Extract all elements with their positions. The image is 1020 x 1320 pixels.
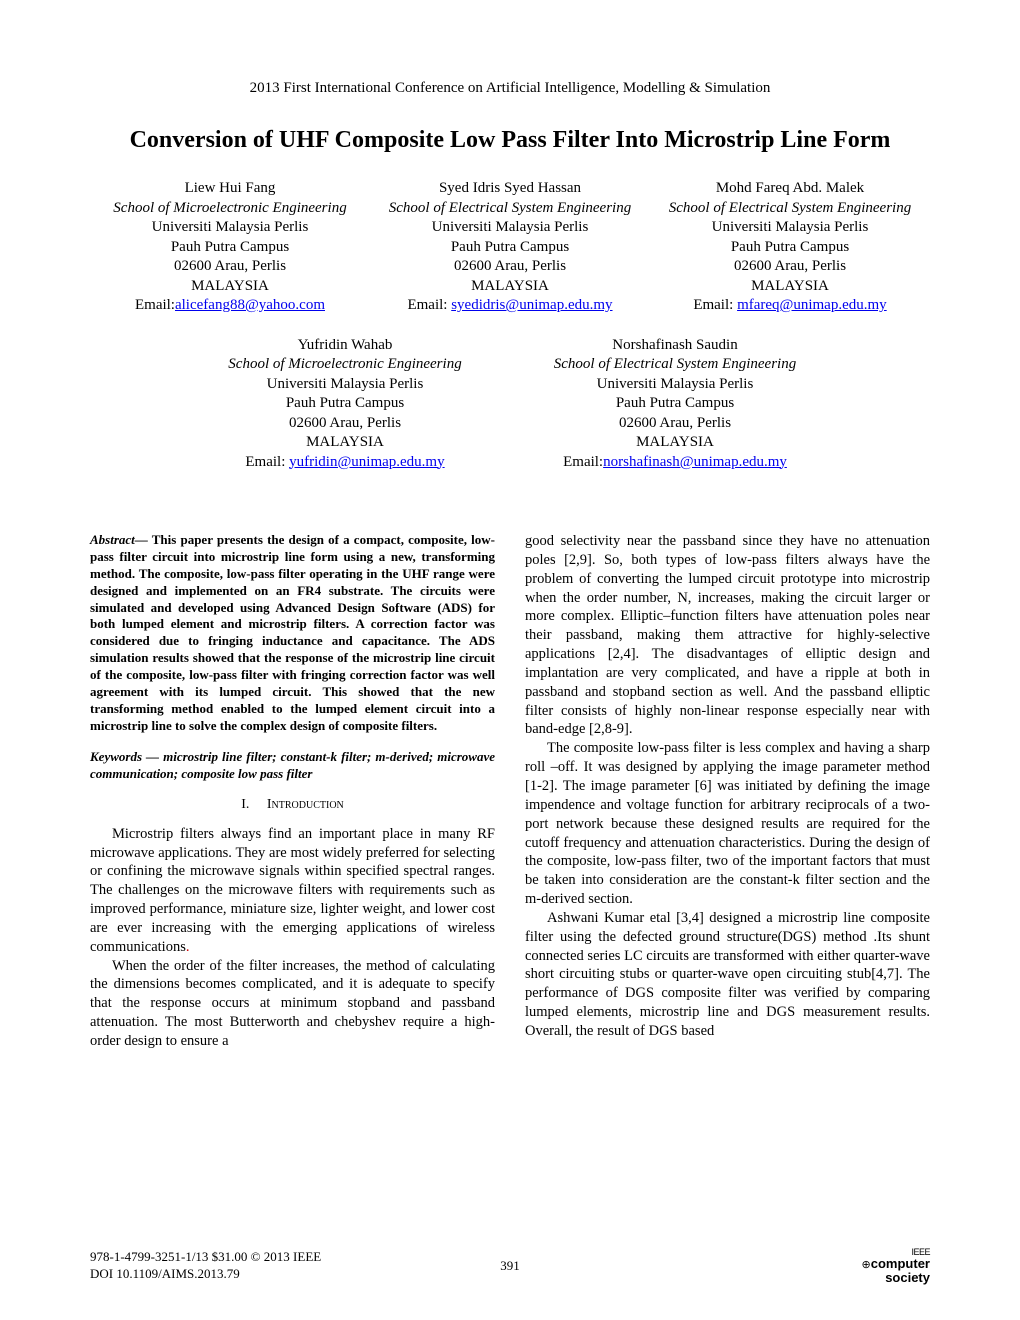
- page-footer: 978-1-4799-3251-1/13 $31.00 © 2013 IEEE …: [90, 1248, 930, 1284]
- email-link[interactable]: yufridin@unimap.edu.my: [289, 454, 444, 470]
- author-name: Liew Hui Fang: [90, 179, 370, 199]
- author-email-line: Email: mfareq@unimap.edu.my: [650, 296, 930, 316]
- paragraph-1: Microstrip filters always find an import…: [90, 825, 495, 957]
- author-1: Liew Hui Fang School of Microelectronic …: [90, 179, 370, 316]
- author-name: Mohd Fareq Abd. Malek: [650, 179, 930, 199]
- author-campus: Pauh Putra Campus: [650, 238, 930, 258]
- author-address: 02600 Arau, Perlis: [510, 414, 840, 434]
- abstract-text: — This paper presents the design of a co…: [90, 532, 495, 733]
- email-link[interactable]: mfareq@unimap.edu.my: [737, 297, 887, 313]
- author-school: School of Electrical System Engineering: [650, 199, 930, 219]
- paragraph-4: The composite low-pass filter is less co…: [525, 739, 930, 909]
- authors-row-1: Liew Hui Fang School of Microelectronic …: [90, 179, 930, 316]
- left-column: Abstract— This paper presents the design…: [90, 532, 495, 1051]
- author-address: 02600 Arau, Perlis: [650, 257, 930, 277]
- email-link[interactable]: norshafinash@unimap.edu.my: [603, 454, 787, 470]
- section-name: Introduction: [267, 797, 344, 812]
- author-school: School of Electrical System Engineering: [370, 199, 650, 219]
- author-country: MALAYSIA: [180, 433, 510, 453]
- author-address: 02600 Arau, Perlis: [90, 257, 370, 277]
- author-name: Yufridin Wahab: [180, 336, 510, 356]
- author-4: Yufridin Wahab School of Microelectronic…: [180, 336, 510, 473]
- author-school: School of Electrical System Engineering: [510, 355, 840, 375]
- author-university: Universiti Malaysia Perlis: [370, 218, 650, 238]
- author-email-line: Email: yufridin@unimap.edu.my: [180, 453, 510, 473]
- authors-row-2: Yufridin Wahab School of Microelectronic…: [90, 336, 930, 473]
- author-country: MALAYSIA: [370, 277, 650, 297]
- author-university: Universiti Malaysia Perlis: [510, 375, 840, 395]
- author-country: MALAYSIA: [510, 433, 840, 453]
- red-period: .: [186, 939, 190, 955]
- email-link[interactable]: syedidris@unimap.edu.my: [451, 297, 612, 313]
- paragraph-5: Ashwani Kumar etal [3,4] designed a micr…: [525, 909, 930, 1041]
- author-email-line: Email:norshafinash@unimap.edu.my: [510, 453, 840, 473]
- author-country: MALAYSIA: [90, 277, 370, 297]
- abstract-label: Abstract: [90, 532, 135, 547]
- author-email-line: Email: syedidris@unimap.edu.my: [370, 296, 650, 316]
- author-campus: Pauh Putra Campus: [90, 238, 370, 258]
- author-campus: Pauh Putra Campus: [510, 394, 840, 414]
- author-name: Norshafinash Saudin: [510, 336, 840, 356]
- keywords: Keywords — microstrip line filter; const…: [90, 749, 495, 783]
- footer-left: 978-1-4799-3251-1/13 $31.00 © 2013 IEEE …: [90, 1249, 321, 1283]
- author-university: Universiti Malaysia Perlis: [90, 218, 370, 238]
- paragraph-2: When the order of the filter increases, …: [90, 957, 495, 1051]
- ieee-logo: IEEE ⊕computer society: [862, 1248, 930, 1284]
- author-address: 02600 Arau, Perlis: [370, 257, 650, 277]
- cs-text: ⊕computer: [862, 1257, 930, 1271]
- doi-line: DOI 10.1109/AIMS.2013.79: [90, 1266, 321, 1283]
- author-2: Syed Idris Syed Hassan School of Electri…: [370, 179, 650, 316]
- abstract: Abstract— This paper presents the design…: [90, 532, 495, 735]
- author-country: MALAYSIA: [650, 277, 930, 297]
- section-heading-1: I. Introduction: [90, 796, 495, 814]
- isbn-line: 978-1-4799-3251-1/13 $31.00 © 2013 IEEE: [90, 1249, 321, 1266]
- author-5: Norshafinash Saudin School of Electrical…: [510, 336, 840, 473]
- author-school: School of Microelectronic Engineering: [90, 199, 370, 219]
- page-number: 391: [500, 1258, 520, 1274]
- author-school: School of Microelectronic Engineering: [180, 355, 510, 375]
- author-university: Universiti Malaysia Perlis: [650, 218, 930, 238]
- author-3: Mohd Fareq Abd. Malek School of Electric…: [650, 179, 930, 316]
- author-email-line: Email:alicefang88@yahoo.com: [90, 296, 370, 316]
- conference-header: 2013 First International Conference on A…: [90, 80, 930, 97]
- author-campus: Pauh Putra Campus: [180, 394, 510, 414]
- society-text: society: [862, 1271, 930, 1284]
- author-university: Universiti Malaysia Perlis: [180, 375, 510, 395]
- keywords-label: Keywords —: [90, 749, 163, 764]
- author-campus: Pauh Putra Campus: [370, 238, 650, 258]
- author-name: Syed Idris Syed Hassan: [370, 179, 650, 199]
- paper-title: Conversion of UHF Composite Low Pass Fil…: [90, 127, 930, 154]
- body-columns: Abstract— This paper presents the design…: [90, 532, 930, 1051]
- section-number: I.: [241, 797, 249, 812]
- paragraph-3: good selectivity near the passband since…: [525, 532, 930, 739]
- email-link[interactable]: alicefang88@yahoo.com: [175, 297, 325, 313]
- right-column: good selectivity near the passband since…: [525, 532, 930, 1051]
- author-address: 02600 Arau, Perlis: [180, 414, 510, 434]
